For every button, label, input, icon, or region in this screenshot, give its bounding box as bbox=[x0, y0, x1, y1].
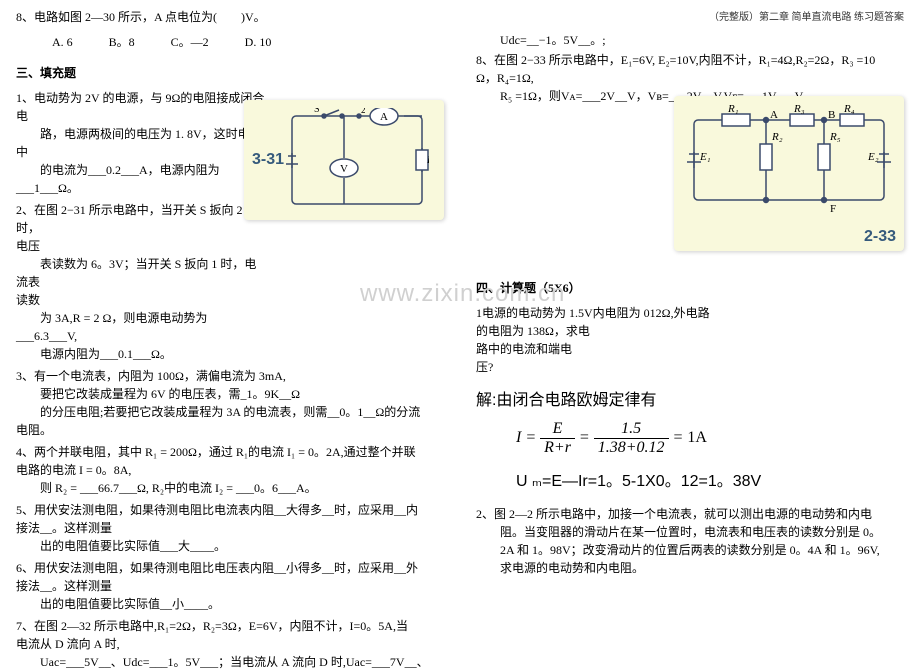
section3-title: 三、填充题 bbox=[16, 64, 444, 81]
ammeter-a-label: A bbox=[380, 111, 388, 123]
formula-res: 1A bbox=[687, 429, 707, 446]
q7-continued: Udc=__−1。5V__。; bbox=[476, 31, 904, 49]
fill-q7: 7、在图 2—32 所示电路中,R₁=2Ω，R₂=3Ω，E=6V，内阻不计，I=… bbox=[16, 617, 444, 671]
switch-2-label: 2 bbox=[361, 108, 366, 115]
formula-i: I bbox=[516, 429, 521, 446]
r1-label: R₁ bbox=[727, 104, 739, 115]
calc-q1: 1电源的电动势为 1.5V内电阻为 012Ω,外电路的电阻为 138Ω，求电 路… bbox=[476, 304, 716, 376]
page-header: （完整版）第二章 简单直流电路 练习题答案 bbox=[476, 8, 904, 23]
formula-num1: E bbox=[540, 420, 575, 439]
resistor-r-label: R bbox=[426, 154, 429, 166]
circuit-331-svg: S 1 2 A V R bbox=[284, 108, 429, 212]
voltmeter-v-label: V bbox=[340, 163, 348, 175]
fill-q2: 2、在图 2−31 所示电路中，当开关 S 扳向 2 时， 电压 表读数为 6。… bbox=[16, 201, 266, 363]
left-column: 8、电路如图 2—30 所示，A 点电位为( )V。 A. 6 B。8 C。—2… bbox=[0, 0, 460, 651]
r2-label: R₂ bbox=[771, 131, 783, 143]
diagram-2-33: R₁ R₂ R₃ R₄ R₅ E₁ E₂ A B F 2-33 bbox=[674, 96, 904, 251]
formula-den2: 1.38+0.12 bbox=[594, 439, 669, 457]
fill-q1: 1、电动势为 2V 的电源，与 9Ω的电阻接成闭合电 路，电源两极间的电压为 1… bbox=[16, 89, 266, 197]
diagram-3-31: 3-31 bbox=[244, 100, 444, 220]
fill-q6: 6、用伏安法测电阻，如果待测电阻比电压表内阻__小得多__时，应采用__外 接法… bbox=[16, 559, 444, 613]
formula-ohm: I = E R+r = 1.5 1.38+0.12 = 1A bbox=[516, 420, 904, 457]
right-column: （完整版）第二章 简单直流电路 练习题答案 Udc=__−1。5V__。; 8、… bbox=[460, 0, 920, 651]
diagram-331-label: 3-31 bbox=[252, 151, 284, 169]
calc-q2: 2、图 2—2 所示电路中，加接一个电流表，就可以测出电源的电动势和内电 阻。当… bbox=[476, 505, 904, 577]
r3-label: R₃ bbox=[793, 104, 805, 115]
node-b-label: B bbox=[828, 109, 835, 121]
switch-s-label: S bbox=[314, 108, 320, 115]
switch-1-label: 1 bbox=[340, 108, 345, 109]
e1-label: E₁ bbox=[699, 151, 711, 163]
node-f-label: F bbox=[830, 203, 836, 215]
e2-label: E₂ bbox=[867, 151, 879, 163]
formula-den1: R+r bbox=[540, 439, 575, 457]
fill-q3: 3、有一个电流表，内阻为 100Ω，满偏电流为 3mA, 要把它改装成量程为 6… bbox=[16, 367, 444, 439]
q8-left: 8、电路如图 2—30 所示，A 点电位为( )V。 bbox=[16, 8, 444, 27]
q8-text: 8、电路如图 2—30 所示，A 点电位为( )V。 bbox=[16, 10, 266, 24]
diagram-233-label: 2-33 bbox=[682, 228, 896, 246]
q8-opts: A. 6 B。8 C。—2 D. 10 bbox=[16, 33, 444, 52]
section4-title: 四、计算题（5X6） bbox=[476, 279, 904, 296]
node-a-label: A bbox=[770, 109, 778, 121]
fill-q5: 5、用伏安法测电阻，如果待测电阻比电流表内阻__大得多__时，应采用__内 接法… bbox=[16, 501, 444, 555]
u-terminal-result: U ₘ=E—Ir=1。5-1X0。12=1。38V bbox=[516, 467, 904, 491]
r5-label: R₅ bbox=[829, 131, 841, 143]
fill-q4: 4、两个并联电阻，其中 R₁ = 200Ω，通过 R₁的电流 I₁ = 0。2A… bbox=[16, 443, 444, 497]
formula-num2: 1.5 bbox=[594, 420, 669, 439]
circuit-233-svg: R₁ R₂ R₃ R₄ R₅ E₁ E₂ A B F bbox=[682, 104, 896, 224]
solution-label: 解:由闭合电路欧姆定律有 bbox=[476, 386, 904, 410]
r4-label: R₄ bbox=[843, 104, 855, 115]
